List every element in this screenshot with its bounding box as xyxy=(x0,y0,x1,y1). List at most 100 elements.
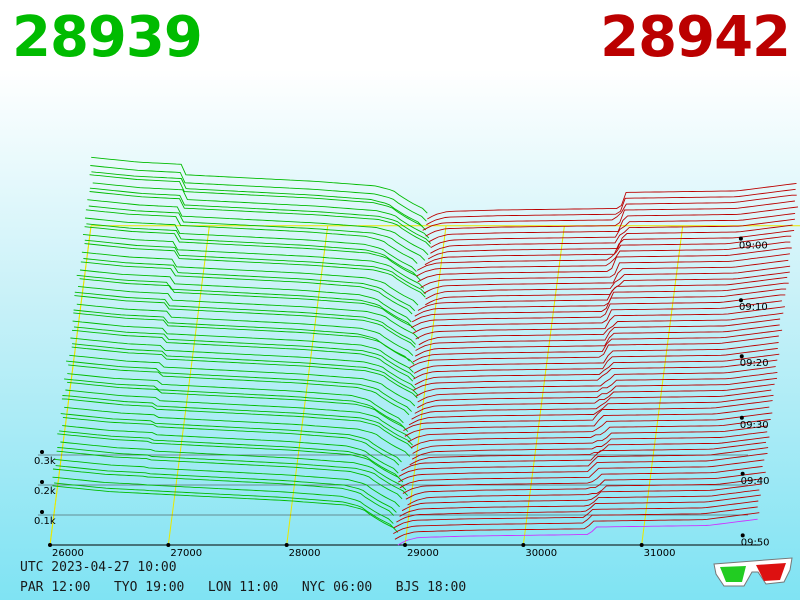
z-tick-label-0: 0.1k xyxy=(34,516,56,527)
bid-slice-33 xyxy=(74,295,416,348)
bid-slice-12 xyxy=(62,416,400,466)
bid-slice-37 xyxy=(76,274,414,328)
bid-slice-52 xyxy=(89,187,432,244)
ask-slice-11 xyxy=(398,452,768,483)
bid-slice-48 xyxy=(85,209,418,264)
x-tick-label-5: 31000 xyxy=(644,548,676,559)
time-tick-4 xyxy=(740,471,745,476)
ask-slice-25 xyxy=(417,371,778,403)
ask-slice-19 xyxy=(404,406,770,437)
bid-slice-19 xyxy=(64,378,406,429)
ask-slice-9 xyxy=(402,465,763,494)
time-tick-3 xyxy=(739,415,744,420)
ask-slice-29 xyxy=(413,347,778,380)
bid-slice-45 xyxy=(84,226,422,281)
ask-slice-34 xyxy=(415,318,781,351)
ask-slice-50 xyxy=(427,224,793,260)
bid-slice-57 xyxy=(91,156,428,214)
x-tick-label-0: 26000 xyxy=(52,548,84,559)
time-tick-label-3: 09:30 xyxy=(740,420,769,431)
zone-par: PAR 12:00 xyxy=(20,580,91,595)
ask-slice-52 xyxy=(430,212,796,248)
ask-slice-48 xyxy=(416,235,792,271)
bid-slice-15 xyxy=(61,398,413,449)
bid-slice-51 xyxy=(89,191,431,248)
bid-slice-44 xyxy=(82,233,425,289)
bid-slice-40 xyxy=(83,258,416,312)
x-tick-4 xyxy=(521,543,526,547)
ask-slice-38 xyxy=(411,294,786,328)
ask-slice-49 xyxy=(424,229,795,266)
utc-clock: UTC 2023-04-27 10:00 xyxy=(20,560,177,575)
bid-slice-38 xyxy=(79,269,412,323)
bid-slice-26 xyxy=(70,337,417,390)
ask-slice-22 xyxy=(411,389,772,420)
ask-slice-28 xyxy=(414,353,780,386)
ask-slice-21 xyxy=(408,394,774,426)
x-tick-0 xyxy=(48,543,52,547)
bid-slice-34 xyxy=(74,291,416,345)
bid-depth-series xyxy=(52,156,432,533)
bid-slice-46 xyxy=(86,223,419,278)
bid-slice-39 xyxy=(80,261,413,315)
world-clocks: PAR 12:00 TYO 19:00 LON 11:00 NYC 06:00 … xyxy=(20,580,466,595)
bid-slice-56 xyxy=(90,165,427,222)
ask-slice-6 xyxy=(401,483,762,512)
bid-slice-47 xyxy=(84,217,417,272)
bid-slice-13 xyxy=(60,413,402,463)
bid-slice-43 xyxy=(84,239,426,295)
ask-slice-20 xyxy=(403,400,773,431)
ask-slice-31 xyxy=(409,335,779,369)
ask-slice-33 xyxy=(414,324,780,357)
ask-slice-35 xyxy=(418,312,784,346)
ask-slice-40 xyxy=(414,282,789,317)
bid-slice-30 xyxy=(73,312,415,365)
time-tick-2 xyxy=(739,354,744,359)
ask-slice-41 xyxy=(417,276,788,311)
ask-slice-43 xyxy=(425,265,791,300)
bid-slice-18 xyxy=(67,381,409,432)
ask-slice-5 xyxy=(399,489,760,517)
bid-slice-1 xyxy=(54,482,396,530)
zone-lon: LON 11:00 xyxy=(207,580,279,595)
grid-line-2 xyxy=(286,225,329,546)
bid-slice-6 xyxy=(56,450,403,500)
zone-nyc: NYC 06:00 xyxy=(301,580,373,595)
ask-slice-51 xyxy=(430,218,795,254)
bid-slice-41 xyxy=(81,251,419,306)
bid-slice-25 xyxy=(72,343,419,396)
x-tick-1 xyxy=(166,543,171,547)
left-grid-line xyxy=(49,225,92,546)
time-tick-label-1: 09:10 xyxy=(739,302,768,313)
zone-bjs: BJS 18:00 xyxy=(395,580,467,595)
ask-slice-27 xyxy=(412,359,778,391)
3d-glasses-icon[interactable] xyxy=(712,556,794,590)
bid-slice-24 xyxy=(71,346,418,399)
z-tick-label-2: 0.3k xyxy=(34,456,56,467)
ask-price: 28942 xyxy=(600,5,791,70)
ask-slice-53 xyxy=(428,206,799,243)
ask-depth-series xyxy=(393,182,799,546)
ask-slice-46 xyxy=(417,247,792,283)
x-tick-label-2: 28000 xyxy=(289,548,321,559)
bid-slice-7 xyxy=(57,447,408,496)
time-tick-label-5: 09:50 xyxy=(741,537,770,548)
ask-slice-54 xyxy=(425,200,795,237)
ask-slice-16 xyxy=(412,425,768,454)
ask-slice-45 xyxy=(420,253,790,288)
z-tick-1 xyxy=(40,480,44,484)
x-tick-label-3: 29000 xyxy=(407,548,439,559)
bid-slice-32 xyxy=(76,303,414,356)
bid-slice-53 xyxy=(92,182,430,239)
ask-slice-10 xyxy=(399,459,765,489)
bid-slice-4 xyxy=(55,465,397,513)
grid-line-4 xyxy=(522,225,565,546)
ask-slice-12 xyxy=(398,447,769,477)
x-tick-2 xyxy=(284,543,289,547)
zone-tyo: TYO 19:00 xyxy=(113,580,185,595)
time-tick-label-2: 09:20 xyxy=(740,358,769,369)
time-tick-label-0: 09:00 xyxy=(739,241,768,252)
axes: 26000 27000 28000 29000 30000 31000 0.1k 0.2k 0.… xyxy=(34,236,770,559)
time-tick-5 xyxy=(740,533,745,538)
